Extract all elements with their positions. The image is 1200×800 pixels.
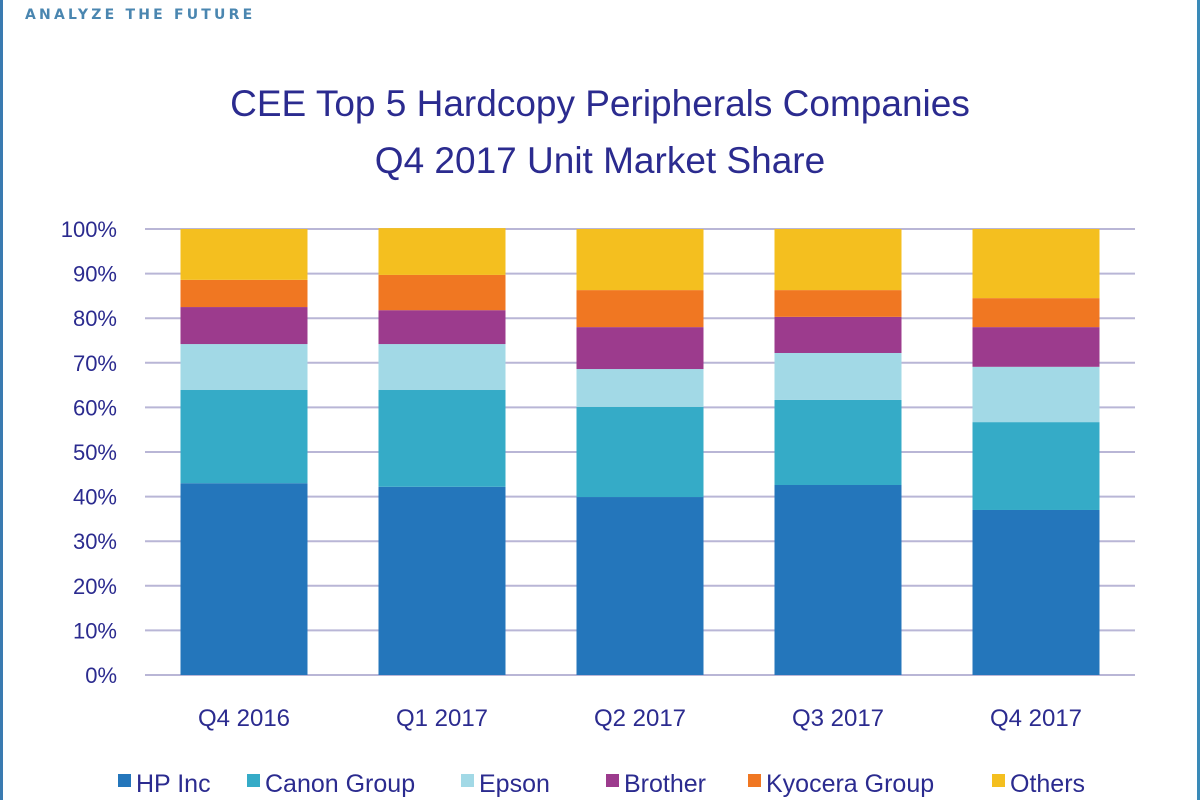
frame-right-border xyxy=(1197,0,1200,800)
bar-segment xyxy=(576,327,704,370)
y-tick-label: 100% xyxy=(61,217,117,242)
x-tick-label: Q4 2017 xyxy=(990,705,1082,732)
bar-segment xyxy=(774,229,902,291)
bar-segment xyxy=(180,229,308,280)
y-axis: 0% 10% 20% 30% 40% 50% 60% 70% 80% 90% 100% xyxy=(61,217,117,688)
x-tick-label: Q4 2016 xyxy=(198,705,290,732)
bar-segment xyxy=(972,327,1100,367)
legend-label: Brother xyxy=(624,770,706,798)
y-tick-label: 30% xyxy=(73,529,117,554)
bar-segment xyxy=(576,406,704,498)
bar-segment xyxy=(378,274,506,311)
bar-stack xyxy=(972,229,1100,675)
bar-segment xyxy=(774,352,902,400)
y-tick-label: 20% xyxy=(73,574,117,599)
bar-segment xyxy=(972,366,1100,423)
legend-label: Epson xyxy=(479,770,550,798)
bar-stack xyxy=(774,229,902,675)
legend-swatch xyxy=(606,774,619,787)
bar-segment xyxy=(774,399,902,486)
bar-segment xyxy=(774,290,902,317)
bar-stack xyxy=(378,228,506,675)
bar-segment xyxy=(576,290,704,328)
x-tick-label: Q1 2017 xyxy=(396,705,488,732)
legend-label: HP Inc xyxy=(136,770,211,798)
bar-segment xyxy=(180,307,308,345)
y-tick-label: 50% xyxy=(73,440,117,465)
bar-segment xyxy=(972,509,1100,675)
legend-swatch xyxy=(748,774,761,787)
legend-swatch xyxy=(461,774,474,787)
bar-segment xyxy=(180,390,308,484)
chart-subtitle: Q4 2017 Unit Market Share xyxy=(374,140,826,181)
legend-swatch xyxy=(118,774,131,787)
bar-segment xyxy=(180,344,308,391)
legend-swatch xyxy=(992,774,1005,787)
bar-stack xyxy=(576,229,704,675)
bar-segment xyxy=(972,229,1100,299)
legend-item: Kyocera Group xyxy=(748,770,934,798)
bar-segment xyxy=(378,310,506,345)
chart-title: CEE Top 5 Hardcopy Peripherals Companies xyxy=(230,83,970,124)
bar-segment xyxy=(378,228,506,275)
bar-segment xyxy=(378,390,506,487)
x-axis: Q4 2016 Q1 2017 Q2 2017 Q3 2017 Q4 2017 xyxy=(198,705,1082,732)
y-tick-label: 40% xyxy=(73,485,117,510)
bar-segment xyxy=(180,483,308,675)
bar-segment xyxy=(774,316,902,353)
legend: HP Inc Canon Group Epson Brother Kyocera Gro… xyxy=(118,770,1085,798)
y-tick-label: 10% xyxy=(73,618,117,643)
bar-segment xyxy=(180,279,308,308)
legend-item: Brother xyxy=(606,770,706,798)
tagline: ANALYZE THE FUTURE xyxy=(25,7,256,23)
bars xyxy=(180,228,1100,675)
legend-item: Canon Group xyxy=(247,770,415,798)
legend-label: Kyocera Group xyxy=(766,770,934,798)
bar-segment xyxy=(378,486,506,675)
bar-segment xyxy=(378,344,506,391)
bar-segment xyxy=(972,298,1100,328)
legend-item: HP Inc xyxy=(118,770,211,798)
y-tick-label: 90% xyxy=(73,262,117,287)
x-tick-label: Q2 2017 xyxy=(594,705,686,732)
y-tick-label: 0% xyxy=(85,663,117,688)
y-tick-label: 80% xyxy=(73,306,117,331)
bar-segment xyxy=(576,369,704,407)
x-tick-label: Q3 2017 xyxy=(792,705,884,732)
bar-segment xyxy=(576,497,704,675)
bar-segment xyxy=(576,229,704,291)
y-tick-label: 70% xyxy=(73,351,117,376)
legend-swatch xyxy=(247,774,260,787)
bar-stack xyxy=(180,229,308,675)
legend-label: Others xyxy=(1010,770,1085,798)
bar-segment xyxy=(972,422,1100,510)
legend-item: Epson xyxy=(461,770,550,798)
legend-item: Others xyxy=(992,770,1085,798)
legend-label: Canon Group xyxy=(265,770,415,798)
bar-segment xyxy=(774,485,902,675)
y-tick-label: 60% xyxy=(73,395,117,420)
frame-left-border xyxy=(0,0,3,800)
